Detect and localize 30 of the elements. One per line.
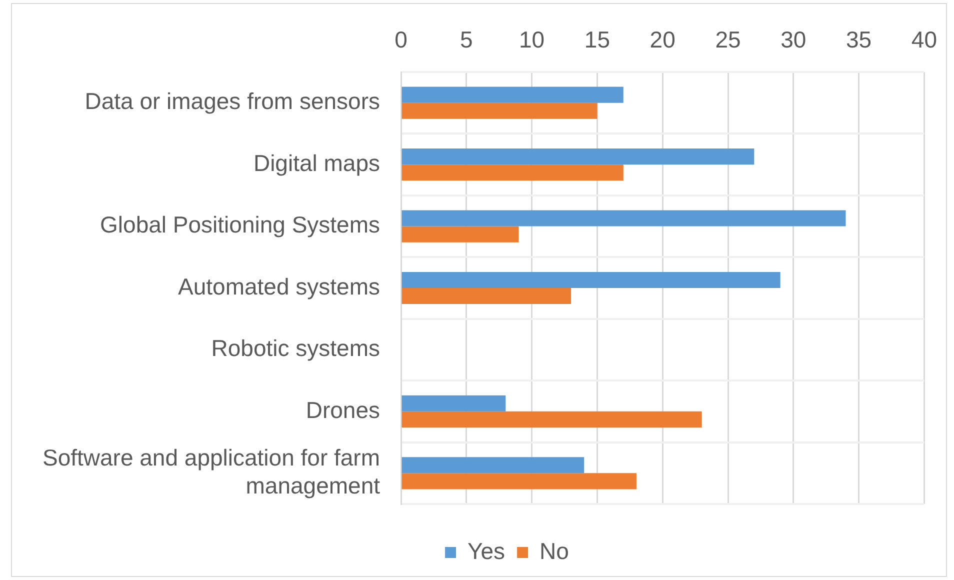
x-tick-label: 0 [394, 26, 408, 53]
x-tick-label: 10 [519, 26, 545, 53]
bar [402, 148, 754, 165]
y-tick-label: Drones [306, 396, 380, 423]
x-tick-label: 5 [460, 26, 473, 53]
bar [402, 473, 636, 490]
legend-label: No [540, 538, 569, 564]
bar [402, 395, 506, 412]
x-tick-label: 30 [780, 26, 806, 53]
y-tick-label: Global Positioning Systems [100, 212, 380, 238]
x-tick-label: 40 [911, 26, 938, 53]
bar [402, 226, 519, 242]
y-tick-label: Automated systems [178, 273, 380, 300]
bar [402, 164, 624, 181]
bar [402, 272, 780, 288]
y-tick-label: Robotic systems [211, 335, 380, 362]
bar [402, 288, 572, 304]
y-tick-label: Digital maps [253, 150, 380, 176]
y-tick-label: Software and application for farm management [42, 444, 381, 498]
y-tick-label: Data or images from sensors [84, 88, 380, 114]
bar [402, 86, 624, 103]
x-tick-label: 20 [650, 26, 676, 53]
bar [402, 411, 702, 428]
bar [402, 457, 584, 474]
bar [402, 102, 598, 119]
bar [402, 210, 846, 226]
legend-label: Yes [468, 538, 506, 564]
x-tick-label: 25 [715, 26, 741, 53]
x-tick-label: 15 [584, 26, 610, 53]
x-tick-label: 35 [846, 26, 872, 53]
